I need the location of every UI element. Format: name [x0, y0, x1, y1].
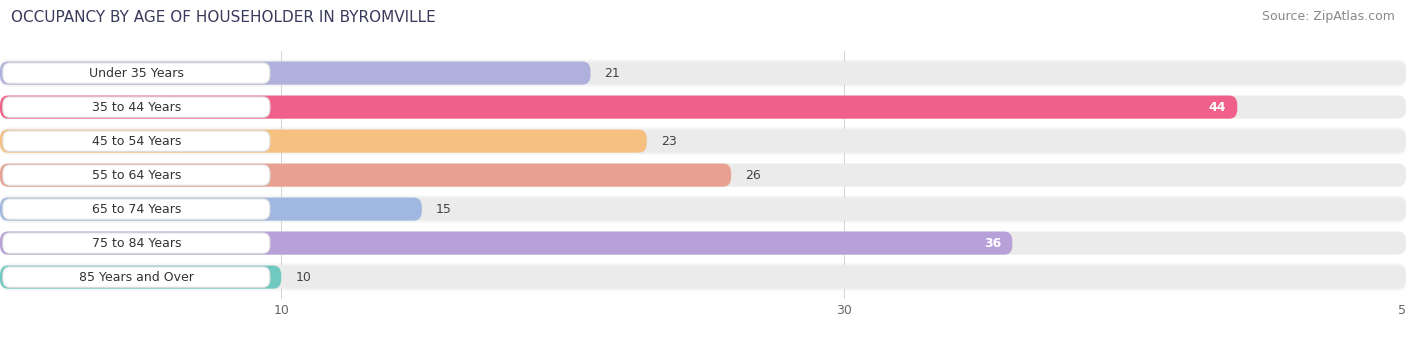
FancyBboxPatch shape	[3, 63, 270, 83]
FancyBboxPatch shape	[0, 162, 1406, 189]
FancyBboxPatch shape	[3, 267, 270, 287]
Text: 85 Years and Over: 85 Years and Over	[79, 271, 194, 284]
Text: OCCUPANCY BY AGE OF HOUSEHOLDER IN BYROMVILLE: OCCUPANCY BY AGE OF HOUSEHOLDER IN BYROM…	[11, 10, 436, 25]
FancyBboxPatch shape	[0, 198, 422, 221]
Text: 15: 15	[436, 203, 451, 216]
FancyBboxPatch shape	[0, 62, 591, 85]
Text: Source: ZipAtlas.com: Source: ZipAtlas.com	[1261, 10, 1395, 23]
FancyBboxPatch shape	[0, 198, 1406, 221]
FancyBboxPatch shape	[0, 266, 281, 289]
FancyBboxPatch shape	[3, 131, 270, 151]
Text: 10: 10	[295, 271, 311, 284]
Text: 26: 26	[745, 169, 761, 182]
FancyBboxPatch shape	[0, 164, 731, 187]
FancyBboxPatch shape	[0, 94, 1406, 121]
FancyBboxPatch shape	[3, 165, 270, 185]
Text: Under 35 Years: Under 35 Years	[89, 67, 184, 80]
FancyBboxPatch shape	[0, 96, 1406, 119]
FancyBboxPatch shape	[0, 96, 1237, 119]
Text: 44: 44	[1209, 101, 1226, 114]
Text: 35 to 44 Years: 35 to 44 Years	[91, 101, 181, 114]
FancyBboxPatch shape	[3, 233, 270, 253]
FancyBboxPatch shape	[0, 59, 1406, 87]
FancyBboxPatch shape	[0, 130, 1406, 153]
Text: 75 to 84 Years: 75 to 84 Years	[91, 237, 181, 250]
FancyBboxPatch shape	[0, 164, 1406, 187]
Text: 36: 36	[984, 237, 1001, 250]
FancyBboxPatch shape	[0, 264, 1406, 291]
FancyBboxPatch shape	[0, 195, 1406, 223]
FancyBboxPatch shape	[3, 97, 270, 117]
FancyBboxPatch shape	[0, 62, 1406, 85]
FancyBboxPatch shape	[0, 128, 1406, 155]
FancyBboxPatch shape	[0, 230, 1406, 257]
FancyBboxPatch shape	[0, 266, 1406, 289]
Text: 45 to 54 Years: 45 to 54 Years	[91, 135, 181, 148]
Text: 23: 23	[661, 135, 676, 148]
Text: 65 to 74 Years: 65 to 74 Years	[91, 203, 181, 216]
Text: 55 to 64 Years: 55 to 64 Years	[91, 169, 181, 182]
FancyBboxPatch shape	[0, 232, 1012, 255]
FancyBboxPatch shape	[0, 130, 647, 153]
Text: 21: 21	[605, 67, 620, 80]
FancyBboxPatch shape	[3, 199, 270, 219]
FancyBboxPatch shape	[0, 232, 1406, 255]
